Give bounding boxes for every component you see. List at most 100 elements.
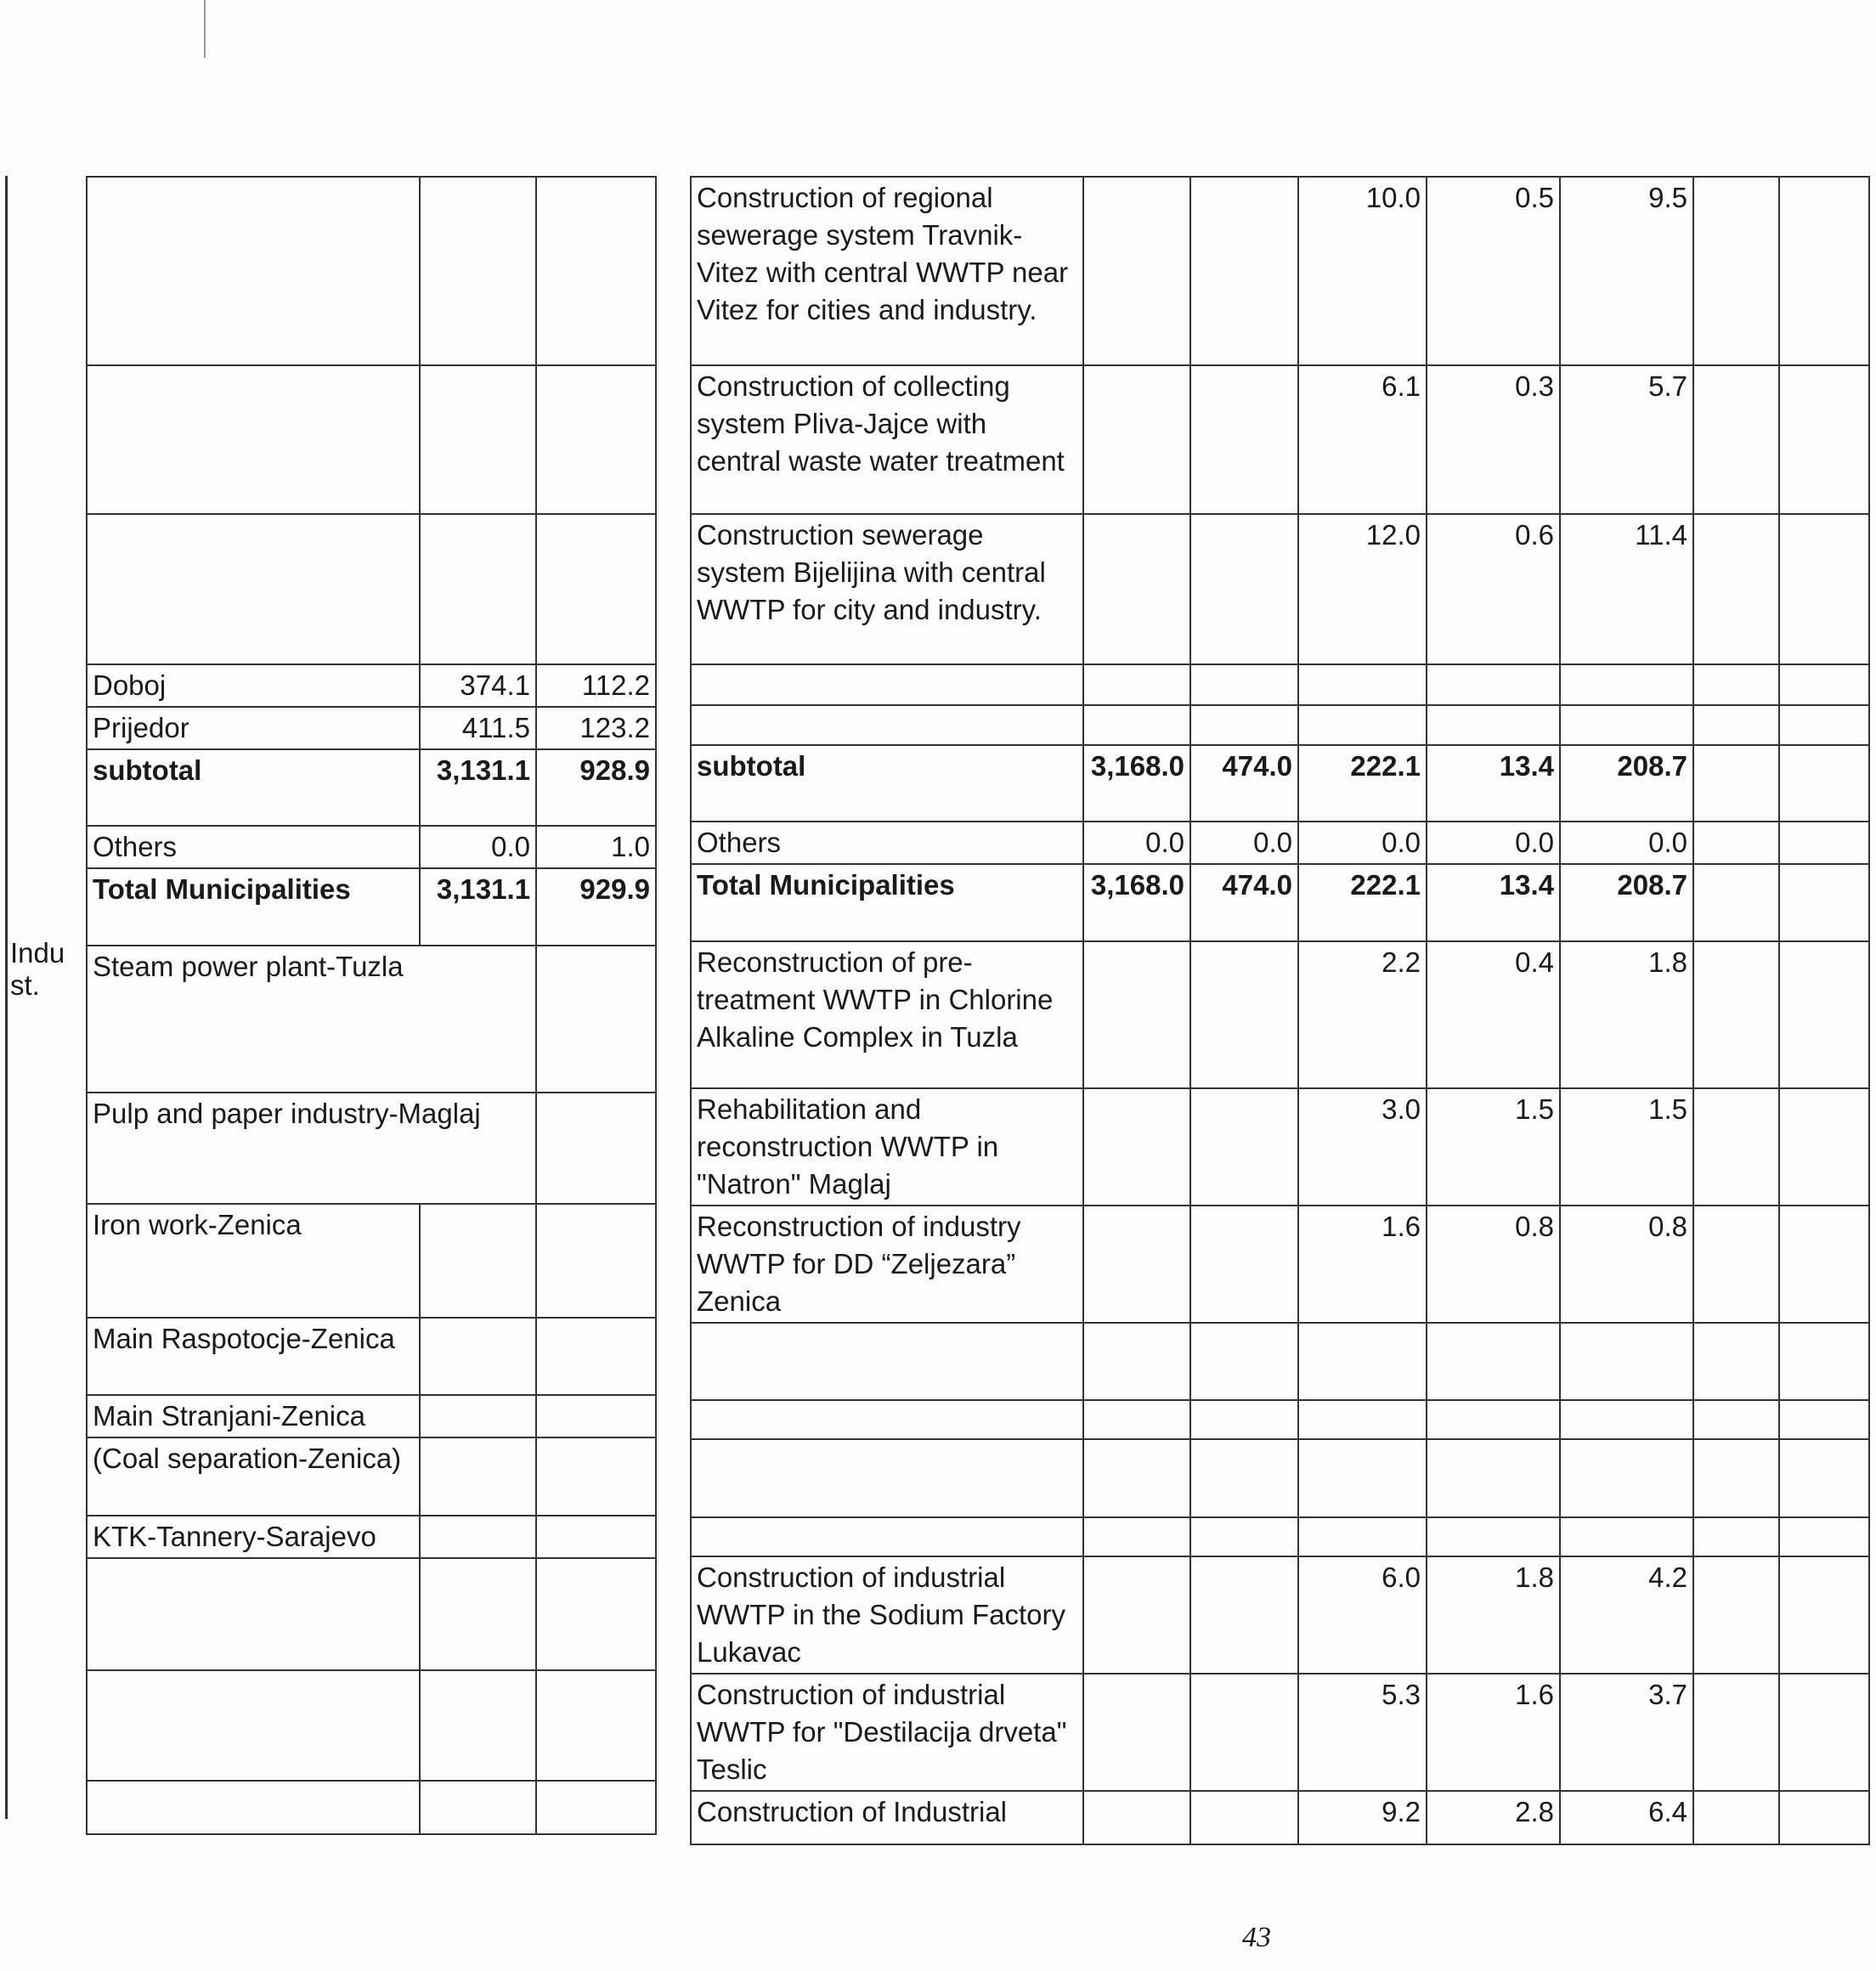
measure-description	[690, 1516, 1084, 1557]
measure-description: Total Municipalities	[690, 863, 1084, 942]
value-cell	[1082, 364, 1191, 515]
value-cell: 1.6	[1297, 1205, 1427, 1324]
value-cell	[1082, 940, 1191, 1089]
row-label: subtotal	[86, 748, 421, 827]
value-cell: 1.5	[1559, 1087, 1694, 1206]
value-cell: 928.9	[535, 748, 657, 827]
table-row: (Coal separation-Zenica)	[86, 1437, 657, 1516]
value-cell	[1692, 364, 1780, 515]
value-cell: 3.0	[1297, 1087, 1427, 1206]
value-cell: 2.8	[1426, 1790, 1561, 1845]
value-cell	[1426, 1516, 1561, 1557]
value-cell	[1082, 1399, 1191, 1440]
measure-description: Construction of industrial WWTP in the S…	[690, 1556, 1084, 1675]
value-cell: 5.3	[1297, 1673, 1427, 1792]
value-cell	[1692, 821, 1780, 865]
value-cell	[1692, 513, 1780, 665]
measure-description: Reconstruction of industry WWTP for DD “…	[690, 1205, 1084, 1324]
measure-description	[690, 1399, 1084, 1440]
value-cell: 3,168.0	[1082, 744, 1191, 822]
table-row: Construction of Industrial 9.2 2.8 6.4	[690, 1790, 1870, 1845]
page-number: 43	[1242, 1922, 1271, 1953]
value-cell: 208.7	[1559, 744, 1694, 822]
value-cell	[1692, 1205, 1780, 1324]
table-row	[690, 1516, 1870, 1557]
value-cell: 2.2	[1297, 940, 1427, 1089]
top-mark	[204, 0, 206, 58]
value-cell	[1297, 1399, 1427, 1440]
value-cell	[1692, 1790, 1780, 1845]
value-cell	[419, 1780, 537, 1835]
table-row	[86, 1557, 657, 1671]
value-cell	[1559, 664, 1694, 706]
value-cell	[1189, 1673, 1299, 1792]
value-cell	[1692, 940, 1780, 1089]
value-cell	[1778, 1087, 1870, 1206]
value-cell	[1778, 821, 1870, 865]
row-label	[86, 364, 421, 515]
value-cell: 208.7	[1559, 863, 1694, 942]
value-cell	[1189, 704, 1299, 746]
value-cell	[419, 513, 537, 665]
value-cell	[1778, 863, 1870, 942]
value-cell	[535, 1557, 657, 1671]
value-cell	[535, 513, 657, 665]
measure-description: Construction of Industrial	[690, 1790, 1084, 1845]
value-cell	[1082, 176, 1191, 366]
value-cell: 929.9	[535, 867, 657, 946]
value-cell	[1692, 1556, 1780, 1675]
value-cell: 6.0	[1297, 1556, 1427, 1675]
sector-label: Indu st.	[10, 937, 65, 1001]
table-row: Main Stranjani-Zenica	[86, 1394, 657, 1438]
value-cell	[1778, 744, 1870, 822]
value-cell	[1692, 176, 1780, 366]
value-cell	[1082, 1087, 1191, 1206]
value-cell	[1426, 664, 1561, 706]
value-cell	[1189, 1399, 1299, 1440]
margin-line	[5, 176, 8, 1819]
value-cell: 0.3	[1426, 364, 1561, 515]
table-row	[690, 664, 1870, 706]
row-label: Pulp and paper industry-Maglaj	[86, 1092, 537, 1205]
value-cell	[1297, 1438, 1427, 1518]
row-label	[86, 1557, 421, 1671]
value-cell	[419, 1437, 537, 1516]
measure-description	[690, 1322, 1084, 1401]
value-cell	[535, 1317, 657, 1396]
value-cell	[419, 1203, 537, 1319]
table-row	[86, 1669, 657, 1782]
table-row: Doboj 374.1 112.2	[86, 664, 657, 708]
table-row: Total Municipalities 3,168.0 474.0 222.1 13.…	[690, 863, 1870, 942]
value-cell: 4.2	[1559, 1556, 1694, 1675]
table-row	[690, 704, 1870, 746]
value-cell	[1778, 1205, 1870, 1324]
value-cell: 9.2	[1297, 1790, 1427, 1845]
table-row: Iron work-Zenica	[86, 1203, 657, 1319]
value-cell	[1778, 176, 1870, 366]
value-cell	[1082, 704, 1191, 746]
value-cell	[1189, 1516, 1299, 1557]
row-label: (Coal separation-Zenica)	[86, 1437, 421, 1516]
value-cell: 374.1	[419, 664, 537, 708]
measure-description	[690, 704, 1084, 746]
value-cell: 3,168.0	[1082, 863, 1191, 942]
table-row: subtotal 3,131.1 928.9	[86, 748, 657, 827]
value-cell: 0.6	[1426, 513, 1561, 665]
value-cell	[1189, 664, 1299, 706]
right-table: Construction of regional sewerage system…	[690, 176, 1870, 1845]
value-cell	[1426, 1322, 1561, 1401]
table-row: Rehabilitation and reconstruction WWTP i…	[690, 1087, 1870, 1206]
value-cell	[1082, 1438, 1191, 1518]
value-cell	[1082, 513, 1191, 665]
value-cell	[1692, 1673, 1780, 1792]
row-label: Steam power plant-Tuzla	[86, 945, 537, 1093]
value-cell	[535, 1437, 657, 1516]
value-cell	[1559, 1399, 1694, 1440]
value-cell	[1559, 1438, 1694, 1518]
table-row: KTK-Tannery-Sarajevo	[86, 1515, 657, 1559]
value-cell: 474.0	[1189, 863, 1299, 942]
value-cell	[419, 1515, 537, 1559]
value-cell	[1692, 1399, 1780, 1440]
table-row: Others 0.0 1.0	[86, 825, 657, 869]
value-cell: 13.4	[1426, 863, 1561, 942]
